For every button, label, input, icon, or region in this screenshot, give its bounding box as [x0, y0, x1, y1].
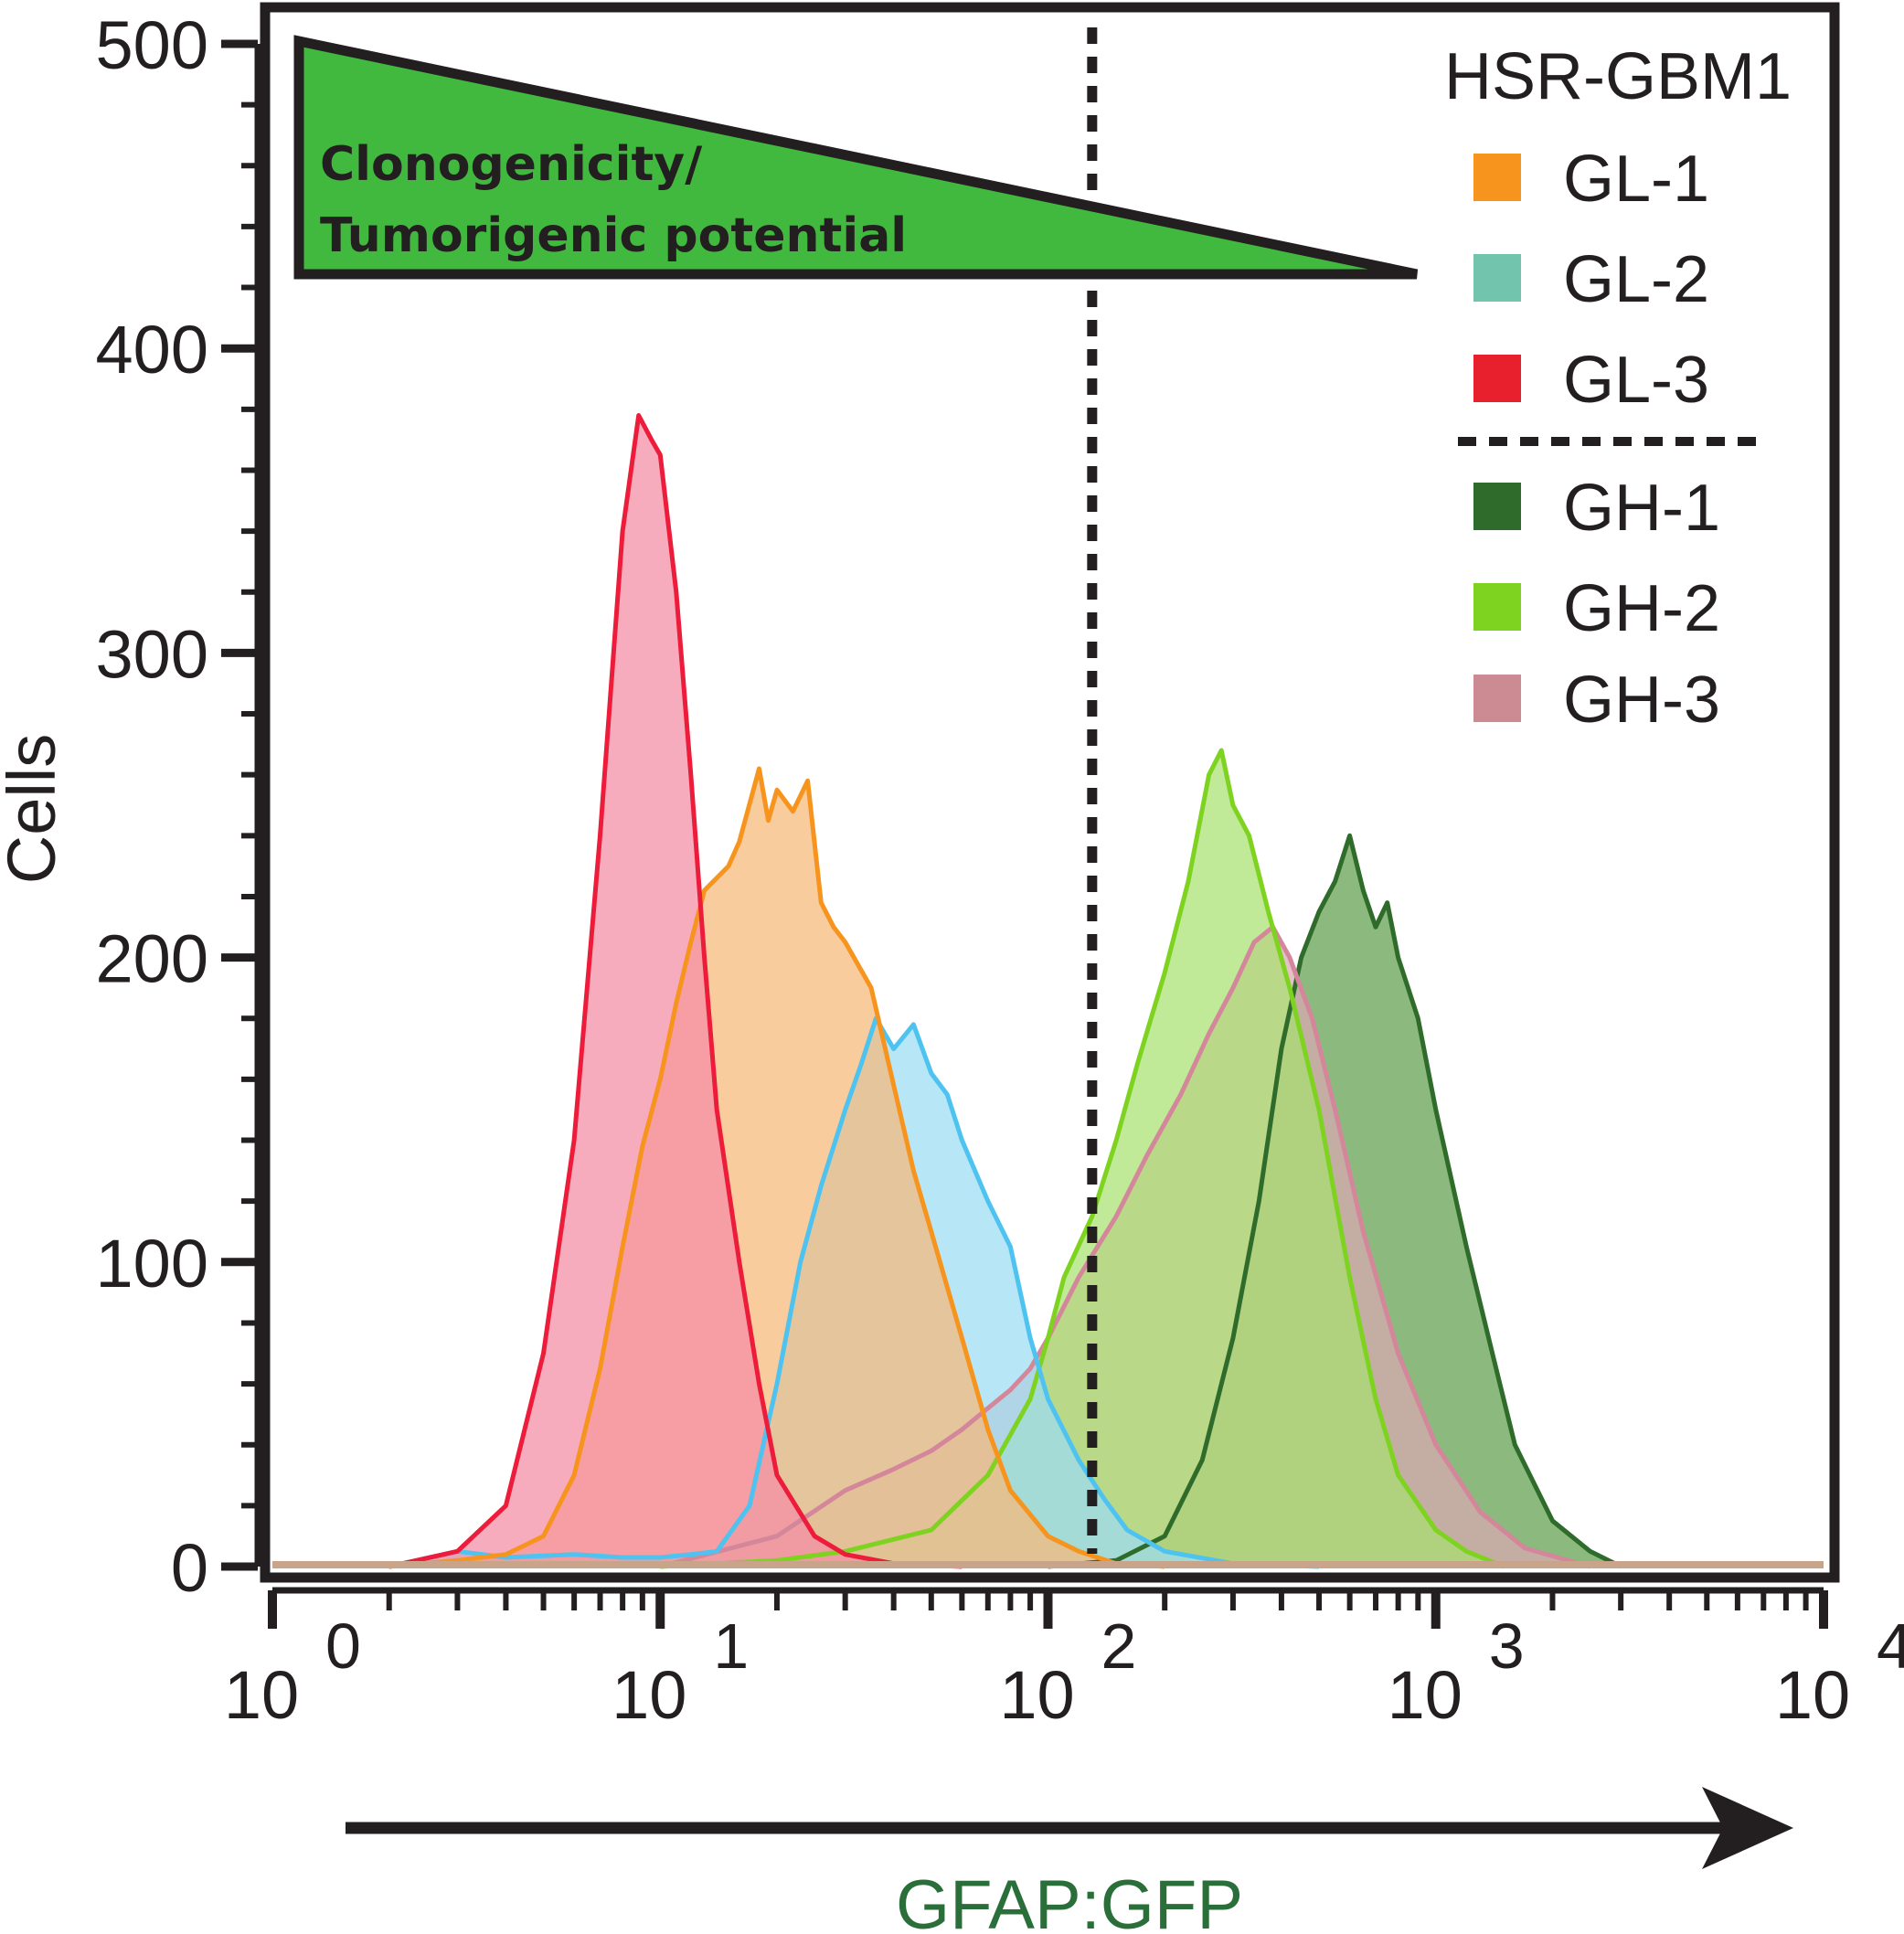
annotation-line-2: Tumorigenic potential [320, 208, 907, 263]
annotation-line-1: Clonogenicity/ [320, 137, 702, 192]
legend-swatch-gl-3 [1473, 355, 1521, 402]
legend-swatch-gh-1 [1473, 483, 1521, 530]
legend-swatch-gh-3 [1473, 675, 1521, 722]
x-tick-label-base: 10 [1388, 1657, 1463, 1733]
legend-label-gl-1: GL-1 [1563, 143, 1709, 216]
legend: HSR-GBM1 GL-1 GL-2 GL-3 GH-1 GH-2 GH-3 [1444, 40, 1792, 737]
y-tick-label: 400 [96, 312, 208, 388]
x-tick-label-exponent: 2 [1101, 1610, 1137, 1682]
x-tick-label-base: 10 [612, 1657, 686, 1733]
x-axis-label: GFAP:GFP [896, 1866, 1243, 1934]
histogram-outlines [272, 413, 1824, 1569]
histogram-area-gh-2 [660, 750, 1505, 1567]
y-tick-label: 300 [96, 616, 208, 692]
legend-title: HSR-GBM1 [1444, 40, 1792, 113]
y-tick-label: 200 [96, 921, 208, 997]
plot-frame [260, 2, 1840, 1583]
x-axis: 10 0 10 1 10 2 10 3 10 4 [224, 1587, 1904, 1733]
legend-swatch-gl-2 [1473, 254, 1521, 302]
y-axis: 0 100 200 300 400 500 [96, 7, 261, 1606]
x-tick-label-exponent: 0 [325, 1610, 361, 1682]
histogram-area-gl-3 [388, 415, 963, 1567]
histogram-line-gh-2 [660, 748, 1505, 1569]
y-tick-label: 500 [96, 7, 208, 83]
legend-label-gl-2: GL-2 [1563, 243, 1709, 316]
y-axis-label: Cells [0, 734, 69, 884]
x-tick-label-base: 10 [1775, 1657, 1850, 1733]
x-tick-label-exponent: 1 [713, 1610, 749, 1682]
x-tick-label-exponent: 4 [1877, 1610, 1904, 1682]
histogram-area-gl-1 [388, 769, 1165, 1567]
legend-label-gl-3: GL-3 [1563, 344, 1709, 417]
y-tick-label: 0 [171, 1530, 208, 1606]
legend-swatch-gh-2 [1473, 583, 1521, 631]
legend-label-gh-2: GH-2 [1563, 572, 1720, 645]
histogram-line-gl-2 [388, 1015, 1320, 1569]
histogram-line-gl-1 [388, 766, 1165, 1569]
histogram-line-gh-3 [659, 924, 1591, 1569]
x-tick-label-base: 10 [224, 1657, 299, 1733]
legend-swatch-gl-1 [1473, 154, 1521, 201]
y-tick-label: 100 [96, 1226, 208, 1302]
legend-label-gh-3: GH-3 [1563, 664, 1720, 737]
histogram-line-gl-3 [388, 413, 963, 1569]
histogram-line-gh-1 [1048, 833, 1622, 1569]
clonogenicity-gradient-triangle [293, 35, 1419, 280]
x-tick-label-exponent: 3 [1489, 1610, 1525, 1682]
legend-label-gh-1: GH-1 [1563, 472, 1720, 545]
x-tick-label-base: 10 [999, 1657, 1074, 1733]
gfp-direction-arrowhead [1702, 1787, 1793, 1869]
